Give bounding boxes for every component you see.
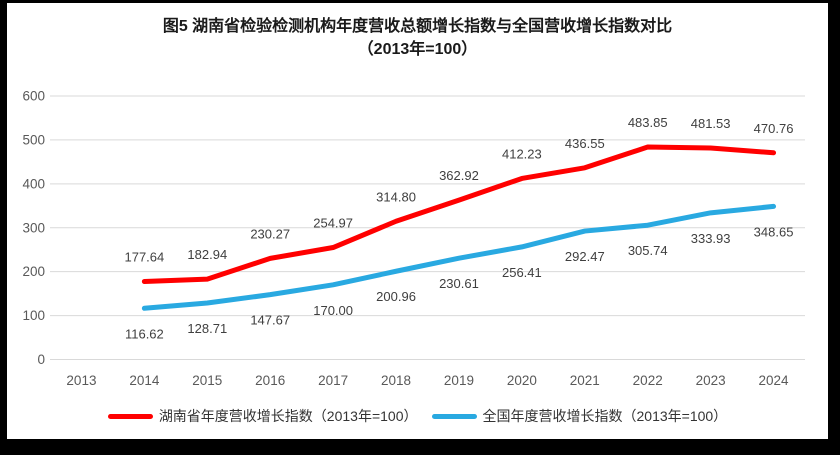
svg-text:2018: 2018 [381, 373, 411, 388]
svg-text:483.85: 483.85 [628, 115, 668, 130]
svg-text:2014: 2014 [129, 373, 160, 388]
svg-text:230.61: 230.61 [439, 276, 479, 291]
svg-text:2015: 2015 [192, 373, 222, 388]
chart-canvas: 图5 湖南省检验检测机构年度营收总额增长指数与全国营收增长指数对比 （2013年… [7, 3, 828, 439]
svg-text:254.97: 254.97 [313, 216, 353, 231]
svg-text:2020: 2020 [507, 373, 537, 388]
svg-text:2024: 2024 [759, 373, 790, 388]
svg-text:500: 500 [22, 132, 45, 147]
svg-text:0: 0 [37, 352, 45, 367]
svg-text:436.55: 436.55 [565, 136, 605, 151]
legend-item-hunan: 湖南省年度营收增长指数（2013年=100） [107, 406, 418, 426]
svg-text:400: 400 [22, 176, 45, 191]
svg-text:2016: 2016 [255, 373, 285, 388]
legend-label-hunan: 湖南省年度营收增长指数（2013年=100） [158, 408, 418, 424]
svg-text:182.94: 182.94 [187, 247, 227, 262]
svg-text:230.27: 230.27 [250, 226, 290, 241]
svg-text:100: 100 [22, 308, 45, 323]
svg-text:333.93: 333.93 [691, 231, 731, 246]
svg-text:177.64: 177.64 [124, 249, 164, 264]
legend-swatch-hunan-icon [107, 413, 153, 419]
svg-text:2019: 2019 [444, 373, 474, 388]
chart-title-line2: （2013年=100） [357, 41, 478, 58]
svg-text:314.80: 314.80 [376, 189, 416, 204]
svg-text:116.62: 116.62 [125, 326, 164, 341]
svg-text:300: 300 [22, 220, 45, 235]
svg-text:481.53: 481.53 [691, 116, 731, 131]
svg-text:2023: 2023 [696, 373, 726, 388]
svg-text:470.76: 470.76 [754, 121, 794, 136]
legend-item-national: 全国年度营收增长指数（2013年=100） [431, 406, 728, 426]
chart-plot: 0 100 200 300 400 500 600 2013 2014 2015 2016 2017 2… [22, 89, 805, 388]
svg-text:348.65: 348.65 [754, 224, 794, 239]
svg-text:412.23: 412.23 [502, 146, 542, 161]
svg-text:305.74: 305.74 [628, 243, 668, 258]
svg-text:2013: 2013 [66, 373, 96, 388]
svg-text:128.71: 128.71 [187, 321, 227, 336]
svg-text:2017: 2017 [318, 373, 348, 388]
svg-text:600: 600 [22, 89, 45, 104]
svg-text:292.47: 292.47 [565, 249, 605, 264]
chart-legend: 湖南省年度营收增长指数（2013年=100） 全国年度营收增长指数（2013年=… [7, 406, 828, 426]
chart-title-line1: 图5 湖南省检验检测机构年度营收总额增长指数与全国营收增长指数对比 [162, 18, 673, 35]
svg-text:147.67: 147.67 [250, 313, 290, 328]
legend-label-national: 全国年度营收增长指数（2013年=100） [482, 408, 728, 424]
legend-swatch-national-icon [431, 413, 477, 419]
svg-text:170.00: 170.00 [313, 303, 353, 318]
svg-text:2022: 2022 [633, 373, 663, 388]
svg-text:2021: 2021 [570, 373, 600, 388]
svg-text:200: 200 [22, 264, 45, 279]
svg-text:200.96: 200.96 [376, 289, 416, 304]
svg-text:256.41: 256.41 [502, 265, 542, 280]
chart-title: 图5 湖南省检验检测机构年度营收总额增长指数与全国营收增长指数对比 （2013年… [7, 15, 828, 61]
svg-text:362.92: 362.92 [439, 168, 479, 183]
